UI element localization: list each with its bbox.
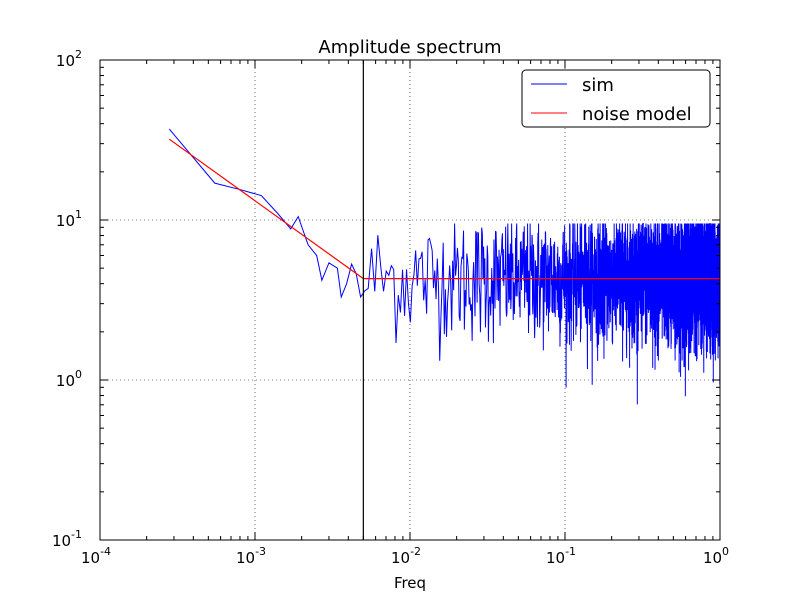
x-axis-label: Freq bbox=[394, 574, 426, 592]
plot-area bbox=[168, 60, 720, 540]
series-layer bbox=[168, 60, 720, 540]
legend-label-noise-model: noise model bbox=[582, 104, 692, 125]
sim-series-line bbox=[168, 128, 720, 405]
grid-lines bbox=[100, 60, 720, 540]
legend-label-sim: sim bbox=[582, 75, 614, 96]
tick-marks bbox=[99, 59, 721, 541]
chart-title: Amplitude spectrum bbox=[318, 37, 501, 58]
legend-box bbox=[521, 69, 711, 128]
legend: sim noise model bbox=[521, 69, 711, 128]
